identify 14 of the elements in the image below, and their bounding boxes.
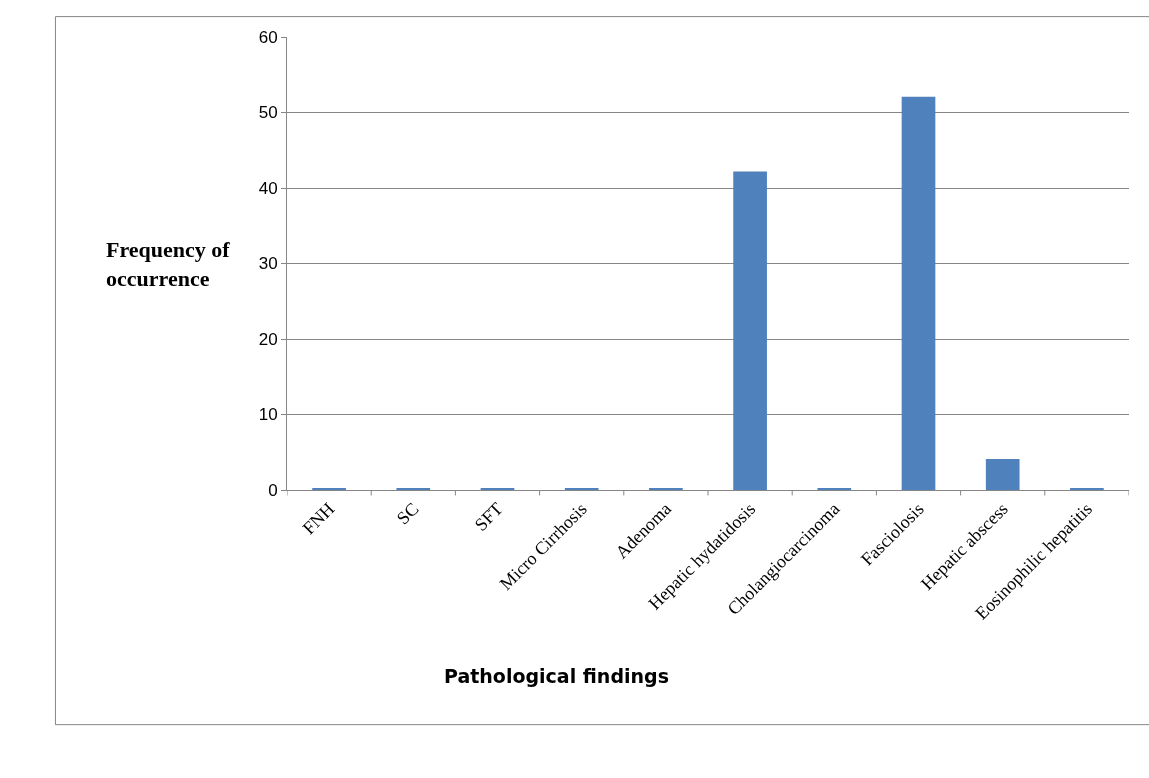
x-tick-label: SFT [470,498,507,535]
x-axis-title: Pathological findings [444,665,669,687]
y-tick-label: 40 [258,178,278,198]
bar [733,171,767,490]
bar [901,96,936,490]
y-tick-label: 20 [258,329,278,349]
x-tick-label: SC [392,498,423,529]
y-tick-label: 60 [258,27,278,47]
y-tick-label: 50 [258,103,278,123]
y-tick-label: 0 [268,480,278,500]
y-tick-label: 30 [258,254,278,274]
y-axis-title: Frequency of occurrence [106,237,231,291]
y-tick-label: 10 [258,405,278,425]
bar [985,459,1020,490]
